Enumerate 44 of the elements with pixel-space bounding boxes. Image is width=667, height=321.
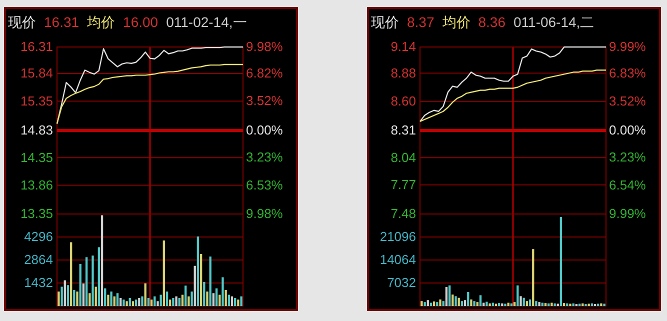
y-tick-label: 8.04 [390,150,416,165]
y-tick-label: 8.60 [390,93,416,108]
y2-tick-label: 3.23% [609,150,646,165]
y2-tick-label: 9.99% [609,206,646,222]
text: 011-02-14,一 [166,14,247,30]
y-tick-label: 8.31 [390,122,416,138]
text: 16.31 [44,14,80,30]
y-tick-label: 7.77 [390,176,416,192]
text: 16.00 [123,14,158,30]
y-tick-label: 13.35 [20,206,53,222]
text: 现价 [371,14,399,30]
y2-tick-label: 9.99% [609,39,646,54]
text: 均价 [441,14,470,30]
text: 均价 [86,14,116,30]
y2-tick-label: 6.83% [609,66,646,81]
y-tick-label: 14.35 [20,150,53,165]
y2-tick-label: 3.52% [609,93,646,108]
text: 8.36 [478,14,506,30]
y2-tick-label: 6.53% [246,177,284,192]
y2-tick-label: 3.23% [246,150,284,165]
y2-tick-label: 0.00% [609,122,646,138]
y-tick-label: 9.14 [390,39,416,54]
y-tick-label: 16.31 [20,39,53,54]
y-tick-label: 15.84 [20,66,53,81]
y2-tick-label: 0.00% [246,122,284,138]
text: 现价 [8,14,36,30]
y-tick-label: 14.83 [20,122,53,138]
y2-tick-label: 9.98% [246,206,284,222]
text: 011-06-14,二 [514,14,594,30]
y-tick-label: 7.48 [390,206,416,222]
y2-tick-label: 6.54% [609,177,646,192]
y-tick-label: 13.86 [20,177,53,192]
y-tick-label: 7032 [387,275,416,290]
y-tick-label: 4296 [24,229,53,244]
y-tick-label: 2864 [24,252,53,268]
text: 8.37 [407,14,434,30]
y-tick-label: 21096 [380,229,416,244]
y-tick-label: 8.88 [390,65,416,80]
y-tick-label: 14064 [380,252,416,268]
y-tick-label: 1432 [24,275,53,290]
y2-tick-label: 9.98% [246,39,284,54]
y2-tick-label: 6.82% [246,66,284,81]
y2-tick-label: 3.52% [246,93,284,108]
y-tick-label: 15.35 [20,93,53,108]
